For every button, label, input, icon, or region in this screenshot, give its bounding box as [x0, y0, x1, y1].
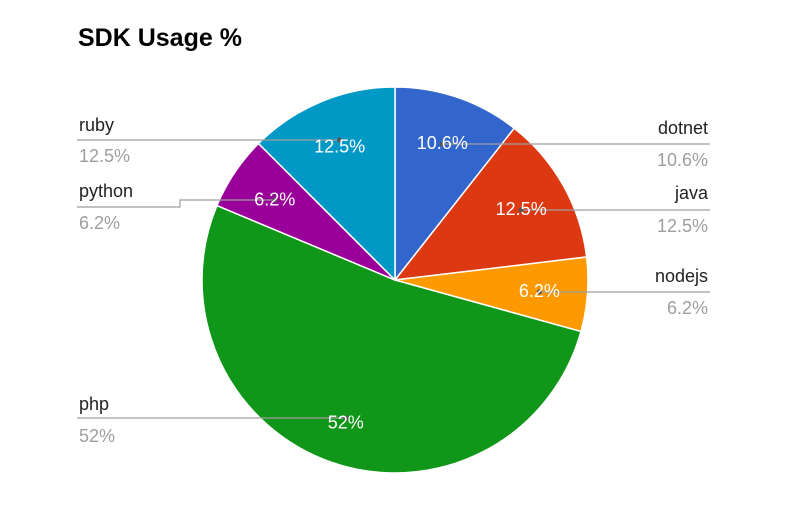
outside-label-name-dotnet: dotnet	[658, 118, 708, 138]
leader-line-python	[77, 199, 275, 208]
outside-label-value-ruby: 12.5%	[79, 146, 130, 166]
pie-slice-java	[393, 127, 588, 281]
pie-slice-dotnet	[394, 86, 516, 283]
leader-dot-ruby	[337, 137, 343, 143]
leader-dot-php	[343, 415, 349, 421]
outside-label-value-java: 12.5%	[657, 216, 708, 236]
leader-dot-dotnet	[439, 141, 445, 147]
slice-labels: 10.6% 12.5% 6.2% 52% 6.2% 12.5%	[254, 133, 560, 432]
outside-label-value-php: 52%	[79, 426, 115, 446]
pie-slice-ruby	[257, 86, 396, 282]
slice-label-php: 52%	[328, 412, 364, 432]
pie-slice-php	[201, 204, 582, 474]
outside-label-value-nodejs: 6.2%	[667, 298, 708, 318]
leader-dot-java	[518, 207, 524, 213]
outside-label-value-python: 6.2%	[79, 213, 120, 233]
chart-title: SDK Usage %	[78, 24, 242, 52]
slice-label-nodejs: 6.2%	[519, 281, 560, 301]
outside-label-name-nodejs: nodejs	[655, 266, 708, 286]
outside-label-name-python: python	[79, 181, 133, 201]
leader-dot-nodejs	[536, 289, 542, 295]
outside-label-name-java: java	[674, 183, 709, 203]
slice-label-dotnet: 10.6%	[417, 133, 468, 153]
outside-label-name-php: php	[79, 394, 109, 414]
outside-label-value-dotnet: 10.6%	[657, 150, 708, 170]
outside-label-name-ruby: ruby	[79, 115, 114, 135]
slice-label-ruby: 12.5%	[314, 136, 365, 156]
outside-labels: dotnet 10.6% java 12.5% nodejs 6.2% php 52% pyth…	[79, 115, 709, 446]
slice-label-java: 12.5%	[496, 199, 547, 219]
slice-label-python: 6.2%	[254, 189, 295, 209]
leader-lines	[77, 137, 710, 421]
leader-dot-python	[272, 197, 278, 203]
pie-slices	[201, 86, 589, 474]
